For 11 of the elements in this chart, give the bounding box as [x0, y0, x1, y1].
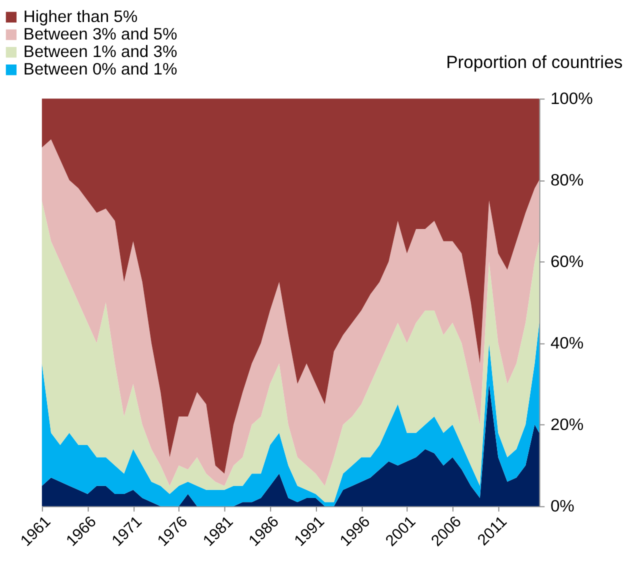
y-tick-label: 20% [550, 415, 584, 434]
legend-label: Between 0% and 1% [23, 60, 178, 79]
y-tick-label: 0% [550, 496, 575, 516]
y-axis-title: Proportion of countries [446, 52, 623, 72]
legend-label: Between 3% and 5% [23, 24, 178, 44]
legend-label: Higher than 5% [23, 7, 138, 26]
y-tick-label: 80% [550, 170, 584, 190]
y-tick-label: 60% [550, 252, 584, 272]
y-tick-label: 40% [550, 334, 584, 353]
y-tick-label: 100% [550, 88, 594, 108]
legend-label: Between 1% and 3% [23, 42, 178, 62]
